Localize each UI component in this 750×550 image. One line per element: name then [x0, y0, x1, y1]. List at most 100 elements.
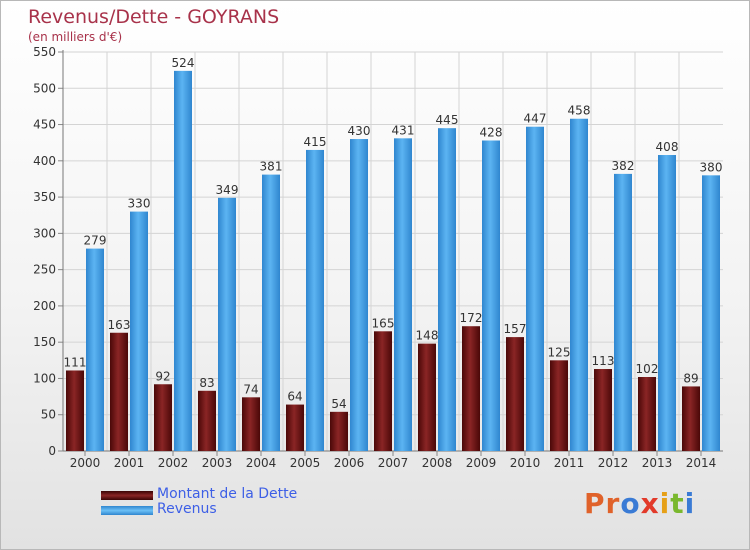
y-tick-label: 550: [33, 45, 56, 59]
y-tick-label: 400: [33, 154, 56, 168]
logo-letter: i: [659, 487, 671, 520]
logo-letter: r: [605, 487, 621, 520]
data-label-debt: 83: [199, 376, 214, 390]
y-tick-label: 300: [33, 226, 56, 240]
x-tick-label: 2003: [202, 456, 233, 470]
data-label-revenus: 447: [524, 112, 547, 126]
x-tick-label: 2005: [290, 456, 321, 470]
data-label-debt: 148: [416, 329, 439, 343]
x-tick-label: 2011: [554, 456, 585, 470]
bar-revenus: [482, 140, 500, 452]
x-tick-label: 2006: [334, 456, 365, 470]
bar-revenus: [174, 70, 192, 451]
data-label-revenus: 382: [612, 159, 635, 173]
bar-debt: [638, 377, 656, 451]
legend-swatch-revenus: [101, 506, 153, 515]
bar-revenus: [306, 149, 324, 451]
x-tick-label: 2014: [686, 456, 717, 470]
bar-revenus: [130, 211, 148, 451]
data-label-debt: 125: [548, 345, 571, 359]
logo-letter: x: [640, 487, 660, 520]
legend-label-revenus: Revenus: [157, 501, 217, 517]
legend-label-debt: Montant de la Dette: [157, 486, 298, 502]
bar-revenus: [702, 175, 720, 451]
x-tick-label: 2010: [510, 456, 541, 470]
bar-revenus: [438, 128, 456, 451]
bar-revenus: [394, 138, 412, 451]
x-tick-label: 2002: [158, 456, 189, 470]
logo-letter: P: [584, 487, 606, 520]
axes: 0 50 100 150 200 250 300 350 400 450 500 550 2000 200…: [33, 45, 723, 470]
data-label-debt: 157: [504, 322, 527, 336]
data-label-debt: 111: [64, 355, 87, 369]
data-label-debt: 89: [683, 371, 698, 385]
data-label-revenus: 408: [656, 140, 679, 154]
legend-swatch-debt: [101, 491, 153, 500]
data-label-debt: 113: [592, 354, 615, 368]
bar-debt: [418, 343, 436, 451]
bar-debt: [110, 332, 128, 451]
data-label-revenus: 430: [348, 124, 371, 138]
data-label-revenus: 458: [568, 104, 591, 118]
y-tick-label: 250: [33, 263, 56, 277]
bar-debt: [550, 360, 568, 451]
bar-debt: [330, 411, 348, 451]
bar-revenus: [614, 173, 632, 452]
y-tick-label: 350: [33, 190, 56, 204]
data-label-revenus: 381: [260, 160, 283, 174]
bar-revenus: [570, 118, 588, 451]
data-label-debt: 92: [155, 369, 170, 383]
x-tick-label: 2012: [598, 456, 629, 470]
x-tick-label: 2008: [422, 456, 453, 470]
chart-title: Revenus/Dette - GOYRANS: [28, 6, 280, 28]
x-tick-label: 2007: [378, 456, 409, 470]
bar-debt: [242, 397, 260, 451]
data-label-revenus: 279: [84, 234, 107, 248]
logo-letter: i: [684, 487, 696, 520]
data-label-revenus: 349: [216, 183, 239, 197]
bar-revenus: [658, 155, 676, 452]
logo-letter: t: [670, 487, 685, 520]
bar-debt: [286, 404, 304, 451]
bar-debt: [462, 326, 480, 451]
bars: [66, 70, 720, 452]
bar-revenus: [350, 139, 368, 451]
data-label-revenus: 431: [392, 123, 415, 137]
data-label-revenus: 380: [700, 160, 723, 174]
bar-debt: [374, 331, 392, 451]
data-label-revenus: 415: [304, 135, 327, 149]
y-tick-label: 0: [48, 444, 56, 458]
data-label-debt: 74: [243, 382, 258, 396]
x-tick-label: 2000: [70, 456, 101, 470]
bar-revenus: [86, 248, 104, 451]
logo-letter: o: [620, 487, 641, 520]
data-label-revenus: 524: [172, 56, 195, 70]
x-tick-label: 2009: [466, 456, 497, 470]
y-tick-label: 150: [33, 335, 56, 349]
x-tick-label: 2013: [642, 456, 673, 470]
x-tick-label: 2004: [246, 456, 277, 470]
y-tick-label: 100: [33, 371, 56, 385]
bar-debt: [66, 370, 84, 451]
bar-debt: [682, 386, 700, 451]
y-tick-label: 200: [33, 299, 56, 313]
y-tick-label: 450: [33, 118, 56, 132]
data-label-revenus: 428: [480, 126, 503, 140]
grid: [63, 51, 723, 451]
bar-debt: [198, 390, 216, 451]
data-label-debt: 54: [331, 397, 346, 411]
bar-debt: [594, 369, 612, 451]
data-label-debt: 163: [108, 318, 131, 332]
data-label-debt: 64: [287, 390, 302, 404]
y-tick-label: 500: [33, 81, 56, 95]
data-label-revenus: 330: [128, 197, 151, 211]
y-tick-label: 50: [41, 408, 56, 422]
data-labels: 111 279 163 330 92 524 83 349 74 381 64 415 54 430 165…: [64, 56, 723, 411]
bar-revenus: [526, 126, 544, 452]
data-label-revenus: 445: [436, 113, 459, 127]
data-label-debt: 102: [636, 362, 659, 376]
bar-debt: [506, 337, 524, 451]
bar-debt: [154, 384, 172, 451]
